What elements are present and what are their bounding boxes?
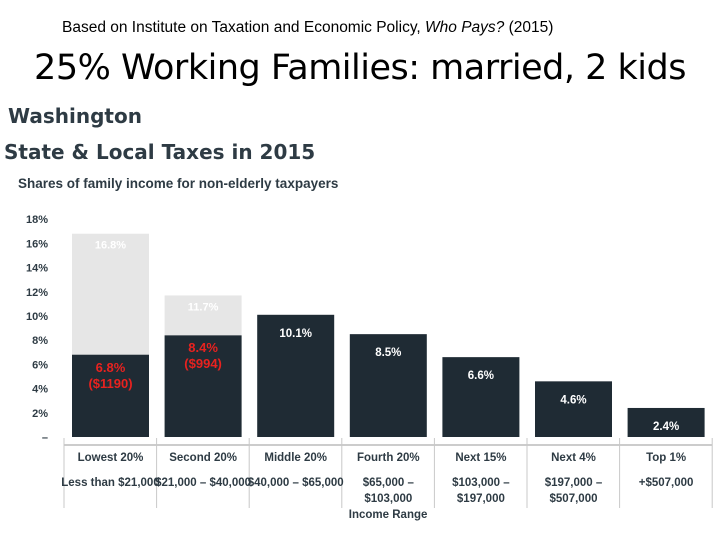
bar [164,335,242,437]
bar [627,407,705,437]
bar [72,354,149,437]
source-title: Who Pays? [425,19,505,36]
y-tick-label: 16% [26,238,48,250]
bar-value-label: 4.6% [560,394,586,406]
y-tick-label: 4% [32,384,48,396]
source-citation: Based on Institute on Taxation and Econo… [62,19,553,37]
x-axis-title: Income Range [349,509,428,521]
bar-highlight-label: 6.8% [96,360,126,375]
y-tick-label: 18% [26,214,48,226]
category-label: Top 1% [646,452,686,464]
bar [442,357,520,437]
ghost-bar-label: 11.7% [188,301,219,313]
source-suffix: (2015) [504,19,554,36]
bar-value-label: 6.6% [468,370,494,382]
bar [349,334,427,437]
income-range-label: Less than $21,000 [61,477,159,489]
y-tick-label: 14% [26,263,48,275]
bar [535,381,612,437]
slide-title: 25% Working Families: married, 2 kids [34,48,686,88]
category-label: Fourth 20% [357,452,420,464]
state-name: Washington [8,104,142,128]
chart-title: State & Local Taxes in 2015 [4,140,316,164]
y-tick-label: 12% [26,287,48,299]
bar-highlight-amount: ($994) [184,356,222,371]
income-range-label: +$507,000 [639,477,694,489]
income-range-label: $197,000 – [545,477,603,489]
y-tick-label: 10% [26,311,48,323]
income-range-label: $103,000 – [452,477,510,489]
category-label: Lowest 20% [78,452,144,464]
y-tick-label: 6% [32,359,48,371]
income-range-label: $21,000 – $40,000 [155,477,251,489]
category-label: Second 20% [169,452,237,464]
income-range-label: $40,000 – $65,000 [248,477,344,489]
source-prefix: Based on Institute on Taxation and Econo… [62,19,426,36]
income-range-label: $507,000 [550,493,598,505]
income-range-label: $65,000 – [363,477,415,489]
bar-value-label: 2.4% [653,421,679,433]
category-label: Next 15% [455,452,506,464]
category-label: Next 4% [551,452,596,464]
bar-value-label: 10.1% [279,328,312,340]
y-tick-label: – [42,432,48,444]
y-tick-label: 2% [32,408,48,420]
income-range-label: $103,000 [364,493,412,505]
chart-subtitle: Shares of family income for non-elderly … [18,176,339,191]
income-range-label: $197,000 [457,493,505,505]
category-label: Middle 20% [264,452,327,464]
bar-value-label: 8.5% [375,347,401,359]
bar-highlight-label: 8.4% [188,340,218,355]
bar-highlight-amount: ($1190) [88,376,132,391]
y-tick-label: 8% [32,335,48,347]
ghost-bar-label: 16.8% [95,240,126,252]
bar [257,314,335,437]
